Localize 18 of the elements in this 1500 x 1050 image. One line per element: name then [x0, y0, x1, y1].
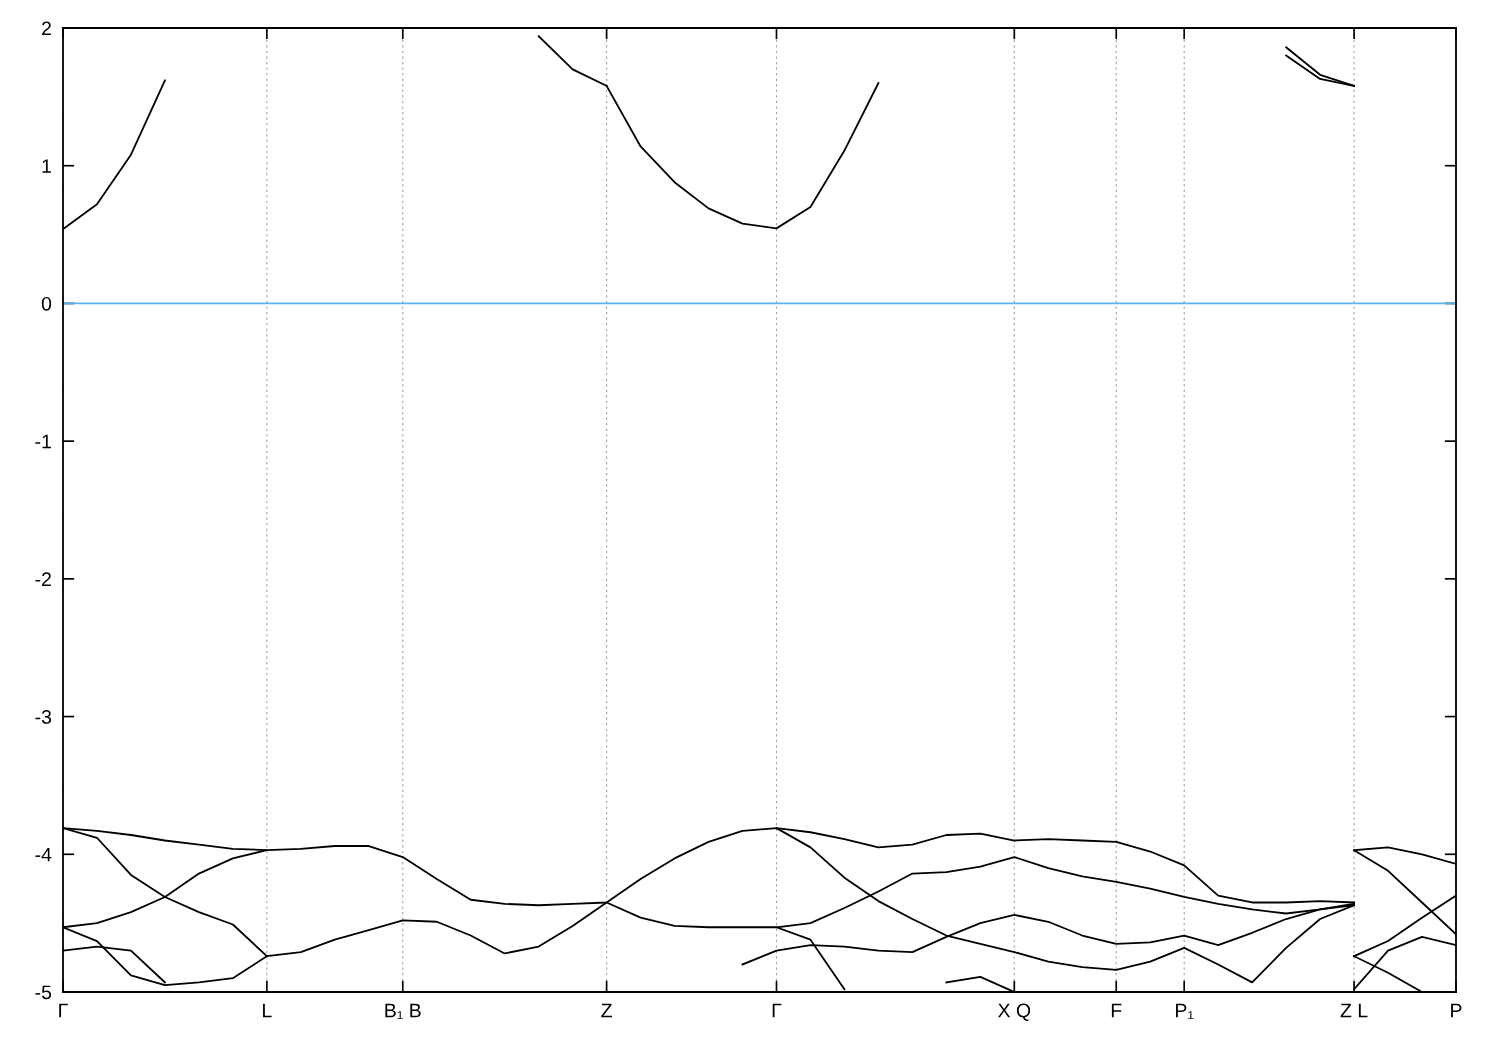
x-tick-label: Γ: [772, 1003, 782, 1018]
x-tick-label: Z: [601, 1003, 612, 1018]
y-tick-label: 0: [41, 296, 52, 311]
x-tick-label: F: [1111, 1003, 1122, 1018]
y-tick-label: -2: [35, 572, 51, 586]
y-tick-label: -4: [35, 847, 52, 862]
y-tick-label: -1: [35, 434, 51, 449]
x-tick-label: B₁ B: [385, 1003, 421, 1019]
x-tick-label: P₁: [1176, 1003, 1194, 1019]
x-tick-label: L: [263, 1003, 272, 1018]
x-tick-label: X Q: [998, 1003, 1031, 1021]
x-tick-label: Z L: [1340, 1003, 1368, 1018]
y-tick-label: 2: [42, 21, 51, 36]
y-tick-label: 1: [42, 159, 51, 173]
y-tick-label: -5: [35, 985, 52, 1000]
y-tick-label: -3: [35, 710, 52, 724]
x-tick-label: Γ: [59, 1003, 68, 1018]
x-tick-label: P: [1451, 1003, 1462, 1018]
